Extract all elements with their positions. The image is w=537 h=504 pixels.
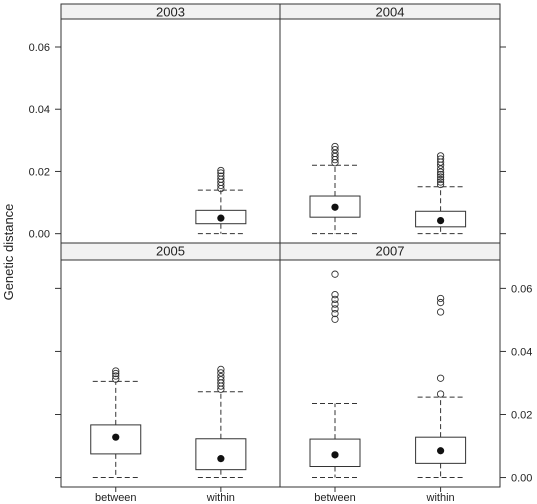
- outlier-point: [217, 166, 225, 175]
- median-dot: [331, 451, 339, 459]
- outlier-point: [112, 367, 120, 375]
- median-dot: [437, 217, 445, 225]
- outlier-point: [331, 146, 339, 154]
- outlier-point: [436, 374, 445, 382]
- outlier-point: [436, 175, 445, 184]
- panel-frame: [60, 18, 281, 244]
- panel-title: 2005: [156, 244, 185, 259]
- outlier-point: [436, 155, 445, 163]
- outlier-point: [217, 169, 225, 177]
- y-tick-label: 0.02: [29, 166, 50, 178]
- outlier-point: [436, 173, 445, 181]
- x-tick-label: between: [314, 492, 356, 504]
- outlier-point: [112, 369, 120, 378]
- outlier-point: [436, 308, 445, 316]
- y-tick-label: 0.04: [29, 104, 50, 116]
- panel-title: 2007: [376, 244, 405, 259]
- panel-title: 2003: [156, 5, 185, 20]
- outlier-point: [436, 180, 445, 189]
- outlier-point: [217, 376, 225, 384]
- y-tick-label: 0.00: [29, 229, 50, 241]
- y-tick-label: 0.06: [29, 42, 50, 54]
- outlier-point: [331, 305, 339, 313]
- outlier-point: [217, 365, 225, 374]
- outlier-point: [331, 291, 339, 299]
- outlier-point: [331, 270, 339, 278]
- outlier-point: [112, 372, 120, 380]
- y-tick-label: 0.04: [511, 346, 532, 358]
- outlier-point: [436, 152, 445, 160]
- outlier-point: [217, 172, 225, 180]
- outlier-point: [436, 170, 445, 179]
- x-tick-label: within: [426, 492, 455, 504]
- panel-frame: [279, 259, 501, 488]
- outlier-point: [331, 300, 339, 308]
- median-dot: [217, 455, 225, 463]
- outlier-point: [436, 294, 445, 303]
- outlier-point: [112, 375, 120, 383]
- median-dot: [112, 433, 120, 441]
- outlier-point: [217, 373, 225, 381]
- median-dot: [331, 203, 339, 211]
- y-tick-label: 0.06: [511, 283, 532, 295]
- panel-title: 2004: [376, 5, 405, 20]
- x-tick-label: within: [206, 492, 235, 504]
- y-axis-label: Genetic distance: [1, 204, 16, 301]
- outlier-point: [436, 178, 445, 186]
- outlier-point: [331, 295, 339, 304]
- x-tick-label: between: [95, 492, 137, 504]
- outlier-point: [436, 390, 445, 398]
- outlier-point: [331, 309, 339, 318]
- outlier-point: [217, 369, 225, 377]
- outlier-point: [331, 315, 339, 323]
- outlier-point: [331, 142, 339, 151]
- y-tick-label: 0.02: [511, 409, 532, 421]
- y-tick-label: 0.00: [511, 473, 532, 485]
- median-dot: [437, 447, 445, 455]
- median-dot: [217, 214, 225, 222]
- outlier-point: [436, 298, 445, 307]
- box-iqr: [195, 438, 247, 471]
